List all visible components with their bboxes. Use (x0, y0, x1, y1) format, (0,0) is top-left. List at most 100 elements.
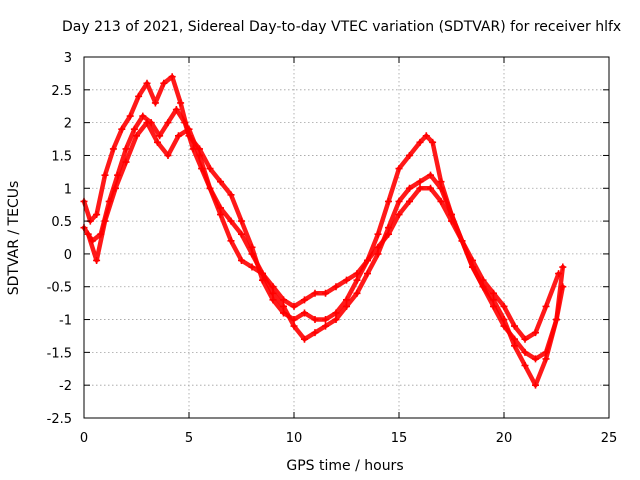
data-point (427, 184, 434, 192)
data-point (259, 270, 266, 278)
data-point (143, 119, 151, 127)
data-point (559, 283, 567, 291)
data-point (112, 184, 119, 192)
data-point (217, 211, 224, 219)
x-tick-label: 10 (286, 431, 303, 446)
axes: 0 5 10 15 20 25 -2.5 -2 -1.5 -1 -0.5 0 0.5 1 1.5 2 2.5 3 (47, 51, 618, 446)
data-point (238, 230, 245, 238)
data-point (175, 132, 182, 140)
y-axis-label: SDTVAR / TECUs (6, 181, 22, 296)
data-point (500, 322, 508, 330)
data-point (311, 329, 319, 337)
data-point (181, 119, 189, 127)
data-point (168, 73, 176, 81)
x-tick-label: 0 (80, 431, 88, 446)
data-point (416, 178, 424, 186)
data-point (151, 99, 159, 107)
data-point (135, 92, 143, 100)
data-point (448, 217, 455, 225)
data-point (406, 197, 413, 205)
data-point (290, 322, 298, 330)
data-point (93, 256, 101, 264)
data-point (196, 151, 203, 159)
data-point (311, 289, 319, 297)
data-point (248, 263, 256, 271)
data-point (406, 184, 413, 192)
data-point (217, 178, 224, 186)
y-tick-label: 2 (64, 117, 72, 132)
data-point (311, 316, 319, 324)
series-layer (80, 73, 567, 389)
x-tick-label: 25 (601, 431, 618, 446)
data-point (479, 276, 487, 284)
data-point (122, 145, 130, 153)
data-point (269, 289, 277, 297)
series-track-3 (84, 119, 563, 343)
data-point (101, 171, 109, 179)
data-point (126, 112, 134, 120)
data-point (479, 283, 487, 291)
data-point (532, 381, 539, 389)
data-point (427, 171, 434, 179)
data-point (395, 211, 403, 219)
data-point (280, 296, 287, 304)
y-tick-label: 3 (64, 51, 72, 66)
data-point (532, 355, 539, 363)
y-tick-label: 0 (64, 248, 72, 263)
y-tick-label: -2 (59, 379, 72, 394)
data-point (154, 138, 161, 146)
data-point (332, 316, 340, 324)
data-point (177, 99, 185, 107)
y-tick-label: -0.5 (47, 281, 72, 296)
data-point (269, 283, 277, 291)
data-point (322, 289, 329, 297)
data-point (343, 296, 350, 304)
data-point (156, 132, 164, 140)
data-point (84, 230, 92, 238)
series-line (81, 74, 566, 388)
data-point (422, 132, 430, 140)
data-point (385, 230, 392, 238)
data-point (290, 302, 298, 310)
grid (84, 57, 609, 418)
data-point (118, 125, 126, 133)
data-point (332, 309, 340, 317)
data-point (374, 230, 382, 238)
data-point (139, 112, 147, 120)
data-point (269, 296, 277, 304)
data-point (353, 276, 361, 284)
data-point (206, 165, 214, 173)
data-point (532, 329, 539, 337)
data-point (374, 243, 382, 251)
data-point (500, 302, 508, 310)
data-point (385, 197, 392, 205)
data-point (555, 270, 563, 278)
data-point (364, 256, 371, 264)
data-point (542, 302, 550, 310)
data-point (301, 309, 308, 317)
data-point (511, 342, 518, 350)
data-point (109, 145, 117, 153)
data-point (521, 335, 529, 343)
data-point (164, 119, 172, 127)
data-point (343, 302, 350, 310)
y-tick-label: -2.5 (47, 412, 72, 427)
data-point (553, 316, 560, 324)
series-line (85, 120, 561, 342)
chart-title: Day 213 of 2021, Sidereal Day-to-day VTE… (62, 19, 621, 35)
data-point (437, 178, 445, 186)
data-point (353, 289, 361, 297)
data-point (101, 217, 109, 225)
data-point (130, 125, 138, 133)
x-axis-label: GPS time / hours (286, 458, 403, 474)
data-point (521, 348, 529, 356)
data-point (490, 302, 497, 310)
data-point (280, 302, 287, 310)
data-point (490, 289, 497, 297)
data-point (301, 335, 308, 343)
data-point (238, 217, 245, 225)
data-point (521, 361, 529, 369)
data-point (416, 184, 424, 192)
data-point (406, 151, 413, 159)
